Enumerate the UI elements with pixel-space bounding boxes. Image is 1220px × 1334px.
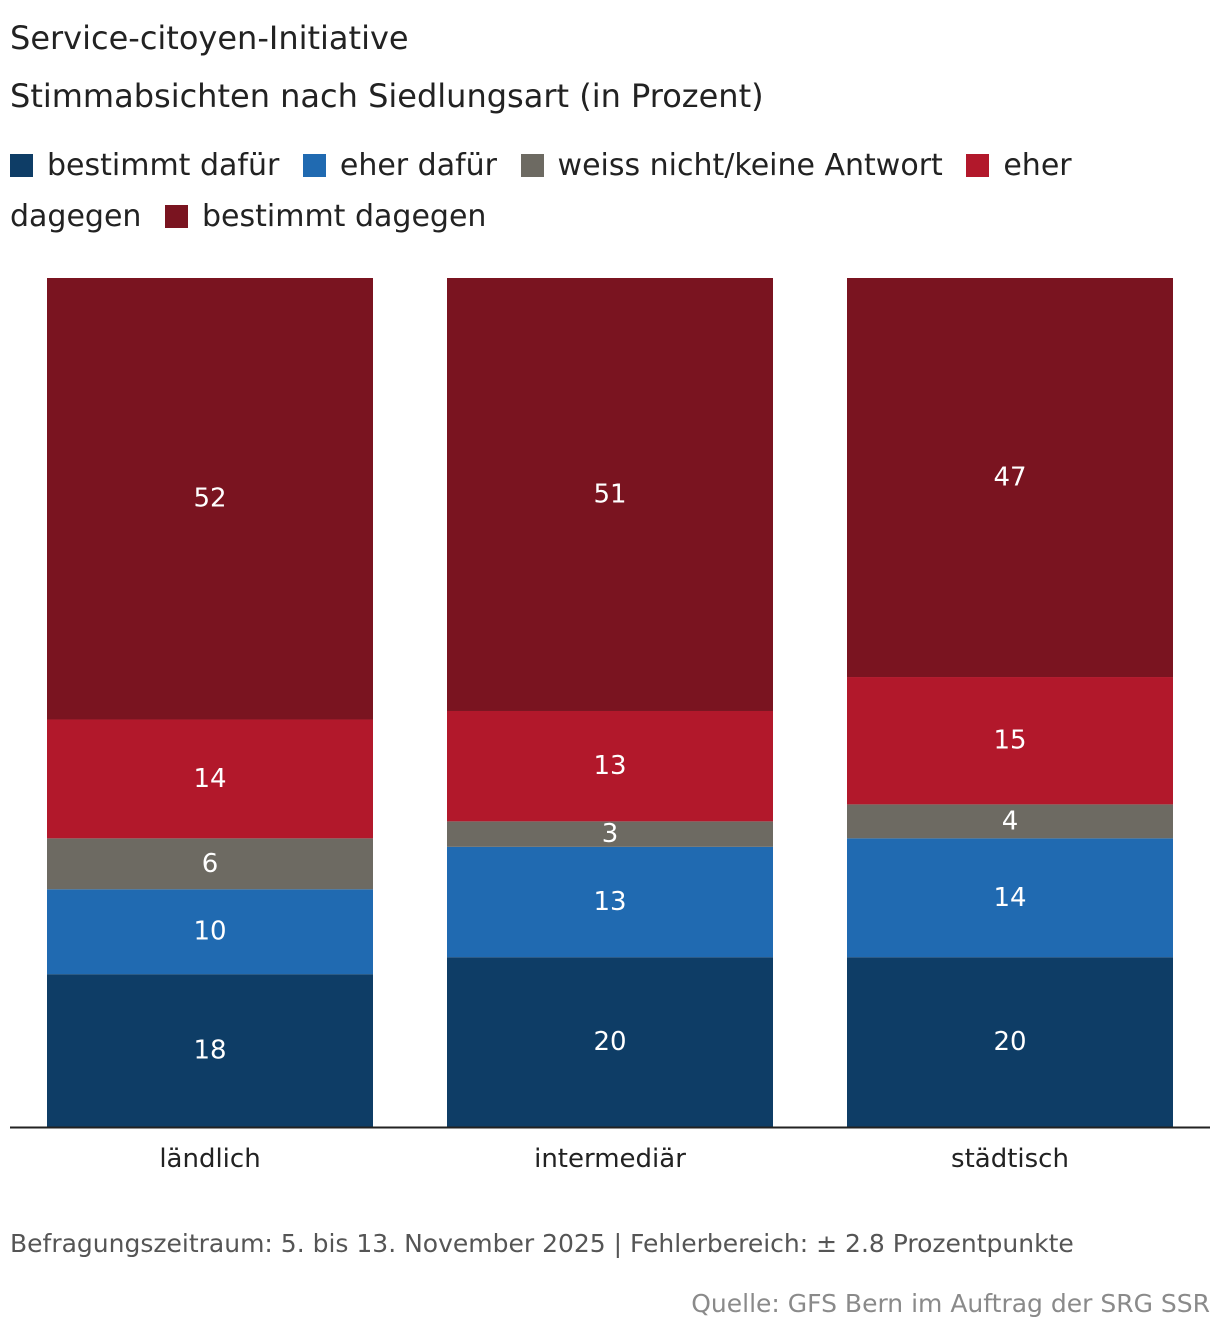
data-label: 20 [993,1027,1026,1057]
bar-segment [847,804,1173,839]
bar-segment [847,838,1173,958]
legend-item: weiss nicht/keine Antwort [520,148,943,183]
legend-label: weiss nicht/keine Antwort [557,148,943,183]
legend-label: bestimmt dafür [47,148,280,183]
bar-segment [847,677,1173,805]
data-label: 13 [593,887,626,917]
data-label: 14 [993,883,1026,913]
legend-label: eher dafür [339,148,497,183]
bar-segment [447,846,773,958]
category-label: städtisch [951,1144,1069,1174]
legend-item: bestimmt dagegen [165,199,486,234]
bar-segment [47,974,373,1127]
bar-segment [847,957,1173,1127]
legend: bestimmt dafür eher dafür weiss nicht/ke… [10,140,1100,242]
data-label: 15 [993,726,1026,756]
legend-swatch [165,205,188,228]
legend-label: bestimmt dagegen [202,199,487,234]
legend-item: eher dafür [302,148,497,183]
bar-segment [47,278,373,720]
bar-segment [447,278,773,711]
legend-swatch [10,154,33,177]
bar-segment [447,710,773,822]
data-label: 10 [193,917,226,947]
bar-segment [447,957,773,1127]
data-label: 3 [602,819,619,849]
data-label: 6 [202,849,219,879]
data-label: 18 [193,1036,226,1066]
data-label: 52 [193,484,226,514]
legend-swatch [520,154,544,177]
category-label: ländlich [159,1144,260,1174]
data-label: 20 [593,1027,626,1057]
data-label: 13 [593,751,626,781]
data-label: 4 [1002,806,1019,836]
footnote: Befragungszeitraum: 5. bis 13. November … [10,1229,1074,1258]
bar-segment [847,278,1173,678]
legend-item: eher dagegen [10,148,1072,234]
legend-swatch [302,154,326,177]
source-note: Quelle: GFS Bern im Auftrag der SRG SSR [691,1289,1210,1318]
bar-segment [47,838,373,890]
legend-swatch [966,154,990,177]
bar-segment [47,719,373,839]
chart-title: Service-citoyen-Initiative [10,19,409,57]
bar-segment [47,889,373,975]
data-label: 47 [993,463,1026,493]
legend-item: bestimmt dafür [10,148,279,183]
category-label: intermediär [534,1144,686,1174]
legend-label: eher dagegen [10,148,1072,234]
bar-segment [447,821,773,847]
data-label: 51 [593,479,626,509]
chart-subtitle: Stimmabsichten nach Siedlungsart (in Pro… [10,77,764,115]
data-label: 14 [193,764,226,794]
